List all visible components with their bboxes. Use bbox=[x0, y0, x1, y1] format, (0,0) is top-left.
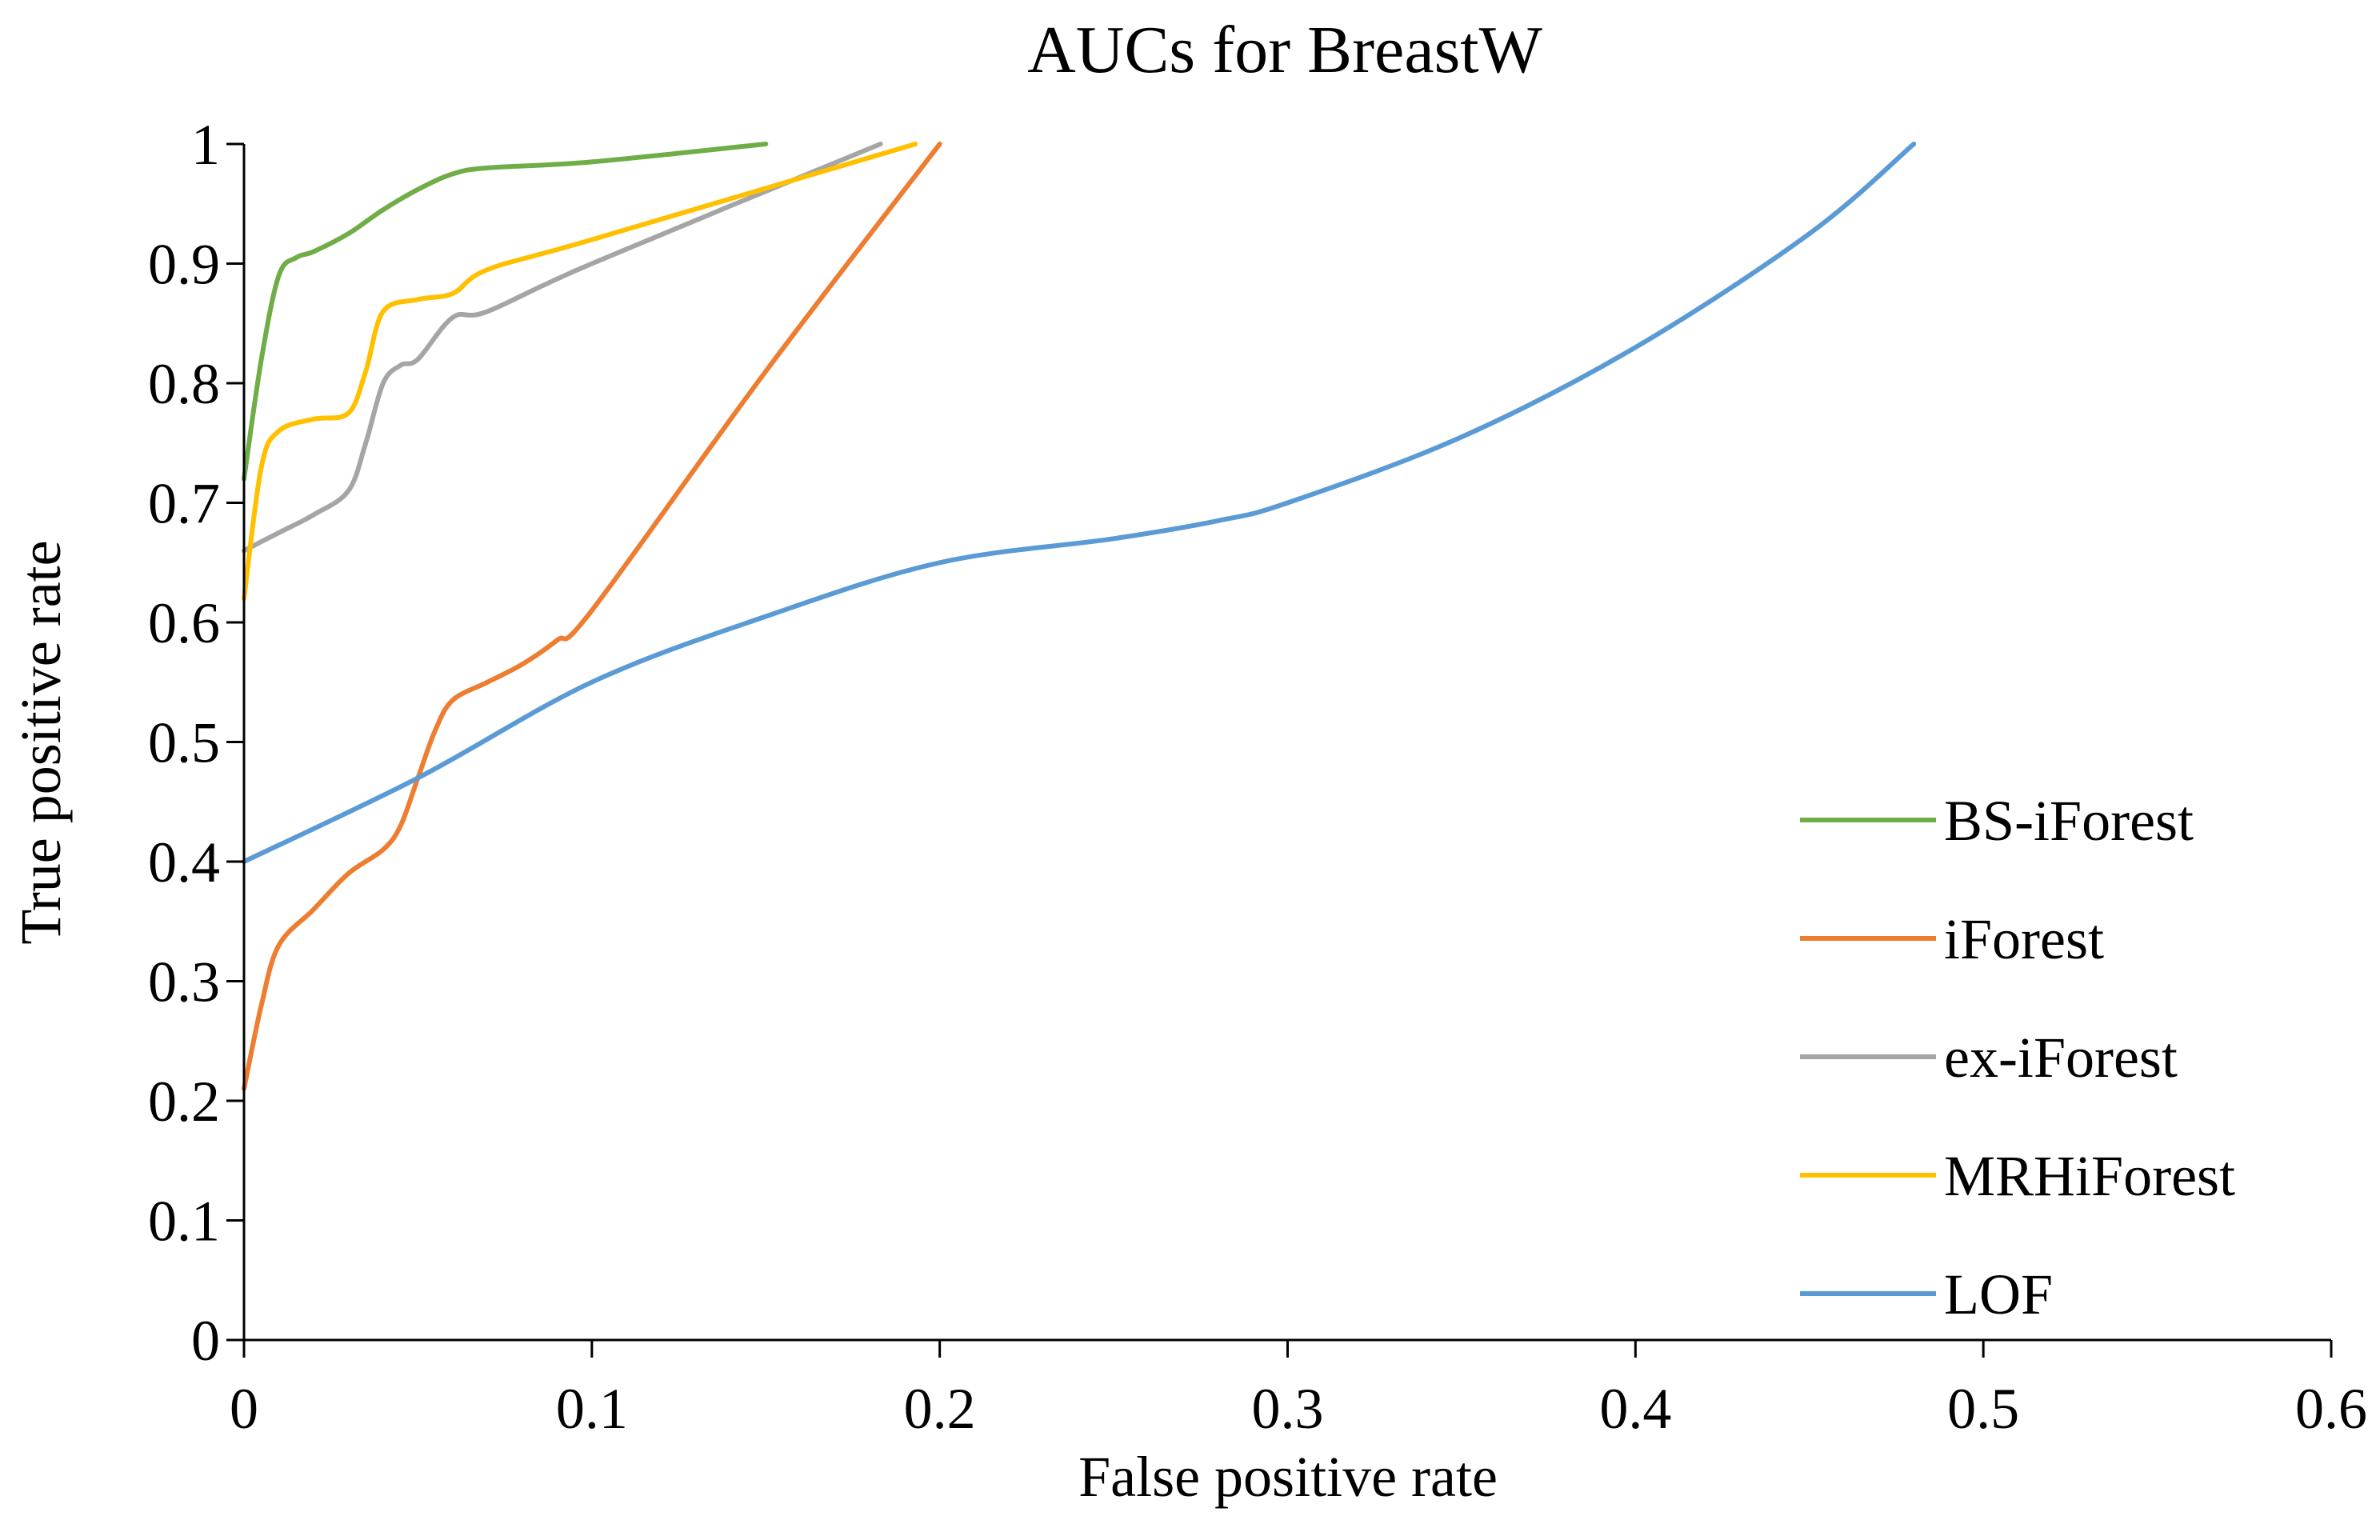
y-tick-label: 1 bbox=[191, 113, 220, 177]
y-tick-label: 0.6 bbox=[148, 591, 220, 655]
series-line-mrhiforest bbox=[242, 142, 918, 602]
x-tick-label: 0.4 bbox=[1599, 1377, 1671, 1441]
x-tick-label: 0.1 bbox=[556, 1377, 628, 1441]
x-tick-label: 0.2 bbox=[904, 1377, 976, 1441]
y-tick-label: 0.2 bbox=[148, 1070, 220, 1134]
y-tick-label: 0.9 bbox=[148, 233, 220, 297]
y-tick-label: 0.3 bbox=[148, 950, 220, 1014]
y-axis-title: True positive rate bbox=[9, 540, 73, 944]
legend-label-lof: LOF bbox=[1944, 1262, 2053, 1326]
chart-title: AUCs for BreastW bbox=[1027, 13, 1543, 87]
x-axis-title: False positive rate bbox=[1078, 1445, 1498, 1509]
y-tick-label: 0.8 bbox=[148, 352, 220, 416]
legend-label-ex-iforest: ex-iForest bbox=[1944, 1026, 2178, 1090]
series-line-bs-iforest bbox=[242, 142, 769, 482]
series-line-lof bbox=[242, 142, 1917, 864]
y-axis-ticks: 0 0.1 0.2 0.3 0.4 0.5 0.6 0.7 0.8 0.9 1 bbox=[148, 113, 244, 1373]
series-line-ex-iforest bbox=[242, 142, 883, 554]
y-tick-label: 0.7 bbox=[148, 472, 220, 536]
legend-label-bs-iforest: BS-iForest bbox=[1944, 789, 2194, 853]
y-tick-label: 0.5 bbox=[148, 711, 220, 775]
legend: BS-iForest iForest ex-iForest MRHiForest LOF bbox=[1800, 789, 2235, 1326]
legend-label-iforest: iForest bbox=[1944, 907, 2104, 971]
series-layer bbox=[242, 142, 1917, 1091]
x-axis-ticks: 0 0.1 0.2 0.3 0.4 0.5 0.6 bbox=[230, 1340, 2367, 1441]
y-tick-label: 0 bbox=[191, 1309, 220, 1373]
legend-label-mrhiforest: MRHiForest bbox=[1944, 1144, 2235, 1208]
y-tick-label: 0.1 bbox=[148, 1190, 220, 1254]
x-tick-label: 0.5 bbox=[1947, 1377, 2019, 1441]
x-tick-label: 0.3 bbox=[1252, 1377, 1324, 1441]
series-line-iforest bbox=[242, 142, 942, 1091]
x-tick-label: 0.6 bbox=[2295, 1377, 2367, 1441]
x-tick-label: 0 bbox=[230, 1377, 258, 1441]
y-tick-label: 0.4 bbox=[148, 830, 220, 894]
